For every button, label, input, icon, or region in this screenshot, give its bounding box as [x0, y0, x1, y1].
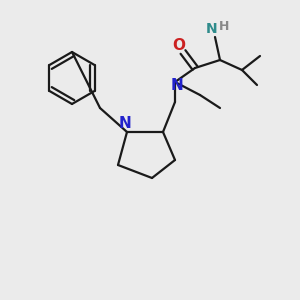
Text: H: H: [219, 20, 229, 34]
Text: N: N: [171, 77, 183, 92]
Text: N: N: [206, 22, 218, 36]
Text: O: O: [172, 38, 185, 52]
Text: N: N: [118, 116, 131, 131]
